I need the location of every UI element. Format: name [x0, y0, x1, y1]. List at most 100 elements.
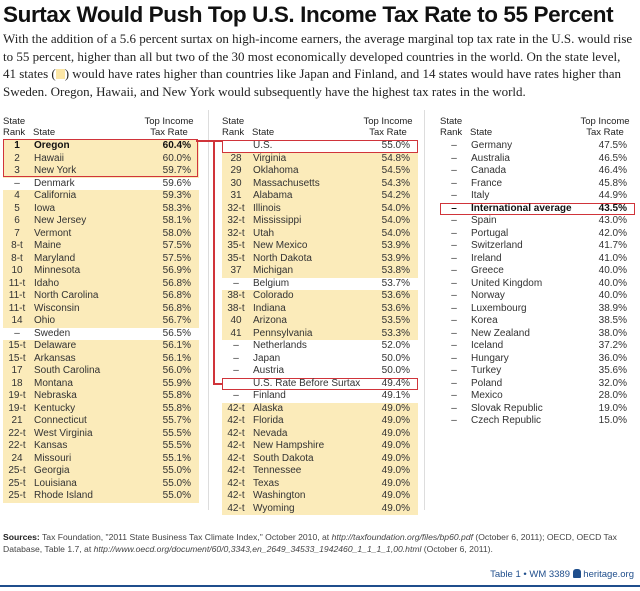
rank-cell: – [451, 340, 457, 351]
connector-line [213, 383, 222, 385]
table-row: – Denmark 59.6% [3, 178, 199, 191]
table-row: 21 Connecticut 55.7% [3, 415, 199, 428]
top-states-box [3, 139, 198, 177]
header-state: State [252, 126, 275, 138]
table-row: – Spain 43.0% [440, 215, 635, 228]
table-row: – Slovak Republic 19.0% [440, 403, 635, 416]
rank-cell: – [451, 165, 457, 176]
rank-cell: – [451, 265, 457, 276]
rank-cell: 38-t [227, 290, 245, 301]
table-row: 7 Vermont 58.0% [3, 227, 199, 240]
table-row: 35-t North Dakota 53.9% [222, 252, 418, 265]
table-row: – Norway 40.0% [440, 290, 635, 303]
rank-cell: 32-t [227, 202, 245, 214]
rate-cell: 49.0% [381, 402, 410, 414]
rate-cell: 35.6% [598, 365, 627, 376]
name-cell: Slovak Republic [471, 402, 543, 414]
rank-cell: 38-t [227, 302, 245, 314]
table-row: – Hungary 36.0% [440, 353, 635, 366]
name-cell: Mexico [471, 390, 503, 401]
name-cell: Arkansas [34, 352, 76, 364]
rate-cell: 55.8% [162, 402, 191, 414]
highlight-swatch [55, 69, 65, 79]
source-link[interactable]: http://taxfoundation.org/files/bp60.pdf [331, 532, 473, 542]
rate-cell: 54.3% [381, 177, 410, 189]
rank-cell: – [451, 215, 457, 226]
rank-cell: 37 [230, 265, 242, 276]
table-row: 22-t Kansas 55.5% [3, 440, 199, 453]
rank-cell: 11-t [8, 302, 26, 314]
table-row: 38-t Colorado 53.6% [222, 290, 418, 303]
name-cell: Virginia [253, 152, 287, 164]
rate-cell: 49.0% [381, 427, 410, 439]
name-cell: U.S. Rate Before Surtax [253, 377, 361, 389]
intro-text: With the addition of a 5.6 percent surta… [3, 30, 633, 100]
rate-cell: 53.7% [381, 277, 410, 289]
rank-cell: – [233, 352, 239, 364]
table-row: – Portugal 42.0% [440, 228, 635, 241]
name-cell: Wyoming [253, 502, 295, 514]
name-cell: West Virginia [34, 427, 93, 439]
footer-rule [0, 585, 640, 587]
table-row: 35-t New Mexico 53.9% [222, 240, 418, 253]
rank-cell: – [233, 277, 239, 289]
rate-cell: 45.8% [598, 177, 627, 189]
table-row: – Czech Republic 15.0% [440, 415, 635, 428]
name-cell: Indiana [253, 302, 286, 314]
rank-cell: 28 [230, 152, 242, 164]
table-row: 42-t Nevada 49.0% [222, 427, 418, 440]
rank-cell: 25-t [8, 465, 26, 476]
rank-cell: 19-t [8, 402, 26, 414]
rate-cell: 37.2% [598, 340, 627, 351]
site-link[interactable]: heritage.org [583, 569, 634, 580]
name-cell: Poland [471, 377, 503, 389]
rate-cell: 56.8% [162, 302, 191, 314]
rank-cell: 32-t [227, 215, 245, 226]
footer: Table 1 • WM 3389 heritage.org [490, 569, 634, 580]
table-row: 11-t Idaho 56.8% [3, 277, 199, 290]
rate-cell: 56.8% [162, 277, 191, 289]
source-link[interactable]: http://www.oecd.org/document/60/0,3343,e… [93, 544, 422, 554]
rank-cell: 42-t [227, 452, 245, 464]
rate-cell: 55.9% [162, 377, 191, 389]
rate-cell: 50.0% [381, 352, 410, 364]
table-row: – Ireland 41.0% [440, 253, 635, 266]
header-rate: Top Income Tax Rate [580, 116, 630, 138]
name-cell: New Mexico [253, 240, 308, 251]
rank-cell: – [451, 190, 457, 201]
rate-cell: 38.9% [598, 302, 627, 314]
rate-cell: 55.8% [162, 390, 191, 401]
name-cell: Utah [253, 227, 275, 239]
rate-cell: 38.0% [598, 327, 627, 339]
name-cell: Georgia [34, 465, 70, 476]
name-cell: Montana [34, 377, 73, 389]
table-row: 25-t Rhode Island 55.0% [3, 490, 199, 503]
rate-cell: 47.5% [598, 140, 627, 151]
table-row: 8-t Maryland 57.5% [3, 252, 199, 265]
rate-cell: 54.0% [381, 227, 410, 239]
rank-cell: 25-t [8, 490, 26, 501]
rate-cell: 59.6% [162, 177, 191, 189]
table-row: 42-t Wyoming 49.0% [222, 502, 418, 515]
table-row: – United Kingdom 40.0% [440, 278, 635, 291]
column-divider [208, 110, 209, 510]
table-row: 2 Hawaii 60.0% [3, 152, 199, 165]
rank-cell: – [451, 252, 457, 264]
rate-cell: 56.5% [162, 327, 191, 339]
rate-cell: 58.0% [162, 227, 191, 239]
table-row: – Japan 50.0% [222, 353, 418, 366]
table-row: 29 Oklahoma 54.5% [222, 165, 418, 178]
table-row: – Germany 47.5% [440, 140, 635, 153]
name-cell: Arizona [253, 315, 287, 326]
rank-cell: – [233, 365, 239, 376]
name-cell: Idaho [34, 277, 60, 289]
name-cell: Turkey [471, 365, 502, 376]
name-cell: Sweden [34, 327, 71, 339]
sources-text: (October 6, 2011). [421, 544, 493, 554]
table-row: – Korea 38.5% [440, 315, 635, 328]
rank-cell: 42-t [227, 502, 245, 514]
table-row: 30 Massachusetts 54.3% [222, 177, 418, 190]
rate-cell: 55.1% [162, 452, 191, 464]
rank-cell: – [451, 315, 457, 326]
name-cell: Switzerland [471, 240, 523, 251]
